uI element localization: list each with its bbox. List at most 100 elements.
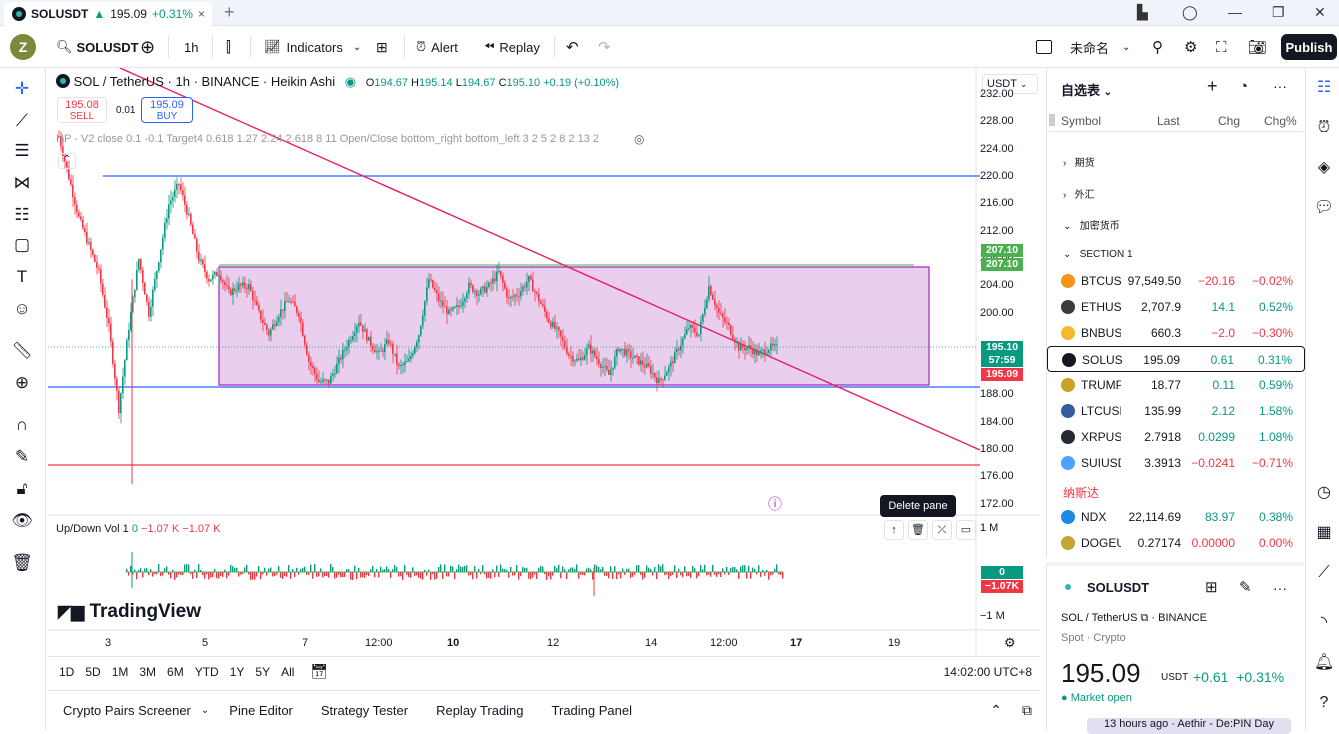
help-icon[interactable]: ? (1319, 694, 1329, 711)
chart-canvas[interactable] (48, 68, 1040, 656)
group-nasdaq[interactable]: 纳斯达 (1063, 486, 1100, 500)
watchlist-row[interactable]: DOGEUSDT 0.27174 0.00000 0.00% (1047, 530, 1305, 556)
watchlist-row[interactable]: BTCUSDT 97,549.50 −20.16 −0.02% (1047, 268, 1305, 294)
watchlist-row[interactable]: ETHUSDT 2,707.9 14.1 0.52% (1047, 294, 1305, 320)
group-forex[interactable]: › 外汇 (1063, 190, 1095, 201)
sell-button[interactable]: 195.08 SELL (57, 97, 107, 123)
lock-icon[interactable]: 🔓︎ (16, 479, 28, 498)
chart-type-icon[interactable]: ⫿ (226, 38, 231, 56)
patterns-icon[interactable]: ⋈ (13, 173, 31, 192)
col-symbol[interactable]: Symbol (1061, 114, 1102, 128)
settings-icon[interactable]: ⚙︎ (1184, 39, 1198, 56)
chart-pane[interactable]: SOL / TetherUS · 1h · BINANCE · Heikin A… (48, 68, 1040, 656)
hide-indicator-icon[interactable]: ◎ (634, 132, 645, 146)
close-tab-icon[interactable]: × (197, 7, 205, 21)
section-1[interactable]: ⌄ SECTION 1 (1063, 249, 1133, 260)
minimize-icon[interactable]: — (1228, 4, 1242, 20)
indicators-button[interactable]: 📈︎ Indicators ⌄ (264, 26, 361, 68)
tf-5d[interactable]: 5D (85, 664, 101, 679)
alerts-clock-icon[interactable]: ⏰︎ (1317, 119, 1331, 136)
watchlist-row[interactable]: NDX 22,114.69 83.97 0.38% (1047, 504, 1305, 530)
maximize-pane-icon[interactable]: ▭ (956, 520, 976, 540)
account-icon[interactable]: ◯ (1182, 4, 1198, 20)
advanced-view-icon[interactable]: ◔ (1239, 78, 1249, 95)
projection-icon[interactable]: ☷ (14, 205, 30, 224)
emoji-icon[interactable]: ☺ (13, 299, 31, 318)
streams-icon[interactable]: ◝ (1320, 614, 1328, 631)
notifications-icon[interactable]: 🔔︎ (1313, 654, 1335, 671)
calendar-icon[interactable]: ▦ (1316, 524, 1332, 541)
currency-select[interactable]: USDT ⌄ (982, 74, 1038, 94)
watchlist-row[interactable]: SOLUSDT 195.09 0.61 0.31% (1047, 346, 1305, 372)
tab-crypto-screener[interactable]: Crypto Pairs Screener (63, 703, 191, 718)
ruler-icon[interactable]: 📏︎ (11, 341, 33, 360)
undo-icon[interactable]: ↶ (566, 39, 579, 56)
chevron-up-icon[interactable]: ⌃ (990, 702, 1002, 718)
quick-search-icon[interactable]: ⚲ (1152, 39, 1163, 56)
restore-icon[interactable]: ❐ (1272, 4, 1285, 20)
chevron-down-icon[interactable]: ⌄ (200, 705, 210, 716)
tf-6m[interactable]: 6M (167, 664, 184, 679)
text-icon[interactable]: T (16, 267, 28, 286)
collapse-legend-icon[interactable]: ⌃ (58, 153, 76, 169)
watchlist-row[interactable]: BNBUSDT 660.3 −2.0 −0.30% (1047, 320, 1305, 346)
details-symbol[interactable]: SOLUSDT (1087, 580, 1150, 595)
volume-legend[interactable]: Up/Down Vol 1 0 −1.07 K −1.07 K (56, 523, 221, 535)
legend-title[interactable]: SOL / TetherUS · 1h · BINANCE · Heikin A… (73, 74, 336, 89)
clock[interactable]: 14:02:00 UTC+8 (943, 664, 1032, 679)
collapse-pane-icon[interactable]: ⤫ (932, 520, 952, 540)
chat-icon[interactable]: 💬︎ (1313, 199, 1335, 216)
grid-icon[interactable]: ⊞ (1205, 579, 1218, 596)
layout-checkbox[interactable] (1036, 26, 1052, 68)
buy-button[interactable]: 195.09 BUY (141, 97, 193, 123)
group-crypto[interactable]: ⌄ 加密货币 (1063, 221, 1120, 232)
col-last[interactable]: Last (1157, 114, 1180, 128)
tradingview-branding[interactable]: ◤▆ TradingView (58, 601, 202, 622)
group-futures[interactable]: › 期货 (1063, 158, 1095, 169)
symbol-search[interactable]: 🔍︎ SOLUSDT (56, 26, 139, 68)
watchlist-row[interactable]: TRUMP 18.77 0.11 0.59% (1047, 372, 1305, 398)
watchlist-title[interactable]: 自选表 ⌄ (1061, 83, 1113, 98)
trend-line-icon[interactable]: ⟋ (16, 111, 28, 130)
replay-button[interactable]: ⏪︎ Replay (484, 26, 540, 68)
templates-icon[interactable]: ⊞ (376, 38, 388, 55)
browser-tab[interactable]: SOLUSDT ▲ 195.09 +0.31% × (4, 2, 212, 26)
layout-chevron-icon[interactable]: ⌄ (1122, 41, 1131, 53)
watchlist-icon[interactable]: ☷ (1316, 79, 1332, 96)
goto-date-icon[interactable]: 📅︎ (310, 663, 329, 679)
tab-strategy-tester[interactable]: Strategy Tester (320, 703, 409, 718)
add-symbol-icon[interactable]: + (1207, 76, 1218, 96)
delete-pane-icon[interactable]: 🗑︎ (908, 520, 928, 540)
close-window-icon[interactable]: ✕ (1314, 4, 1326, 20)
more-icon[interactable]: ··· (1273, 580, 1287, 596)
publish-button[interactable]: Publish (1281, 34, 1337, 60)
col-chg[interactable]: Chg (1218, 114, 1241, 128)
tf-all[interactable]: All (281, 664, 295, 679)
tab-replay-trading[interactable]: Replay Trading (436, 703, 524, 718)
tf-5y[interactable]: 5Y (255, 664, 271, 679)
tf-1d[interactable]: 1D (59, 664, 75, 679)
zoom-in-icon[interactable]: ⊕ (14, 373, 30, 392)
magnet-icon[interactable]: ∩ (15, 415, 29, 434)
fullscreen-icon[interactable]: ⛶ (1216, 38, 1227, 56)
watchlist-row[interactable]: SUIUSDT 3.3913 −0.0241 −0.71% (1047, 450, 1305, 476)
speedometer-icon[interactable]: ◷ (1317, 484, 1331, 501)
new-tab-icon[interactable]: + (224, 2, 235, 22)
fib-icon[interactable]: ☰ (14, 141, 30, 160)
watchlist-row[interactable]: XRPUSDT 2.7918 0.0299 1.08% (1047, 424, 1305, 450)
edit-icon[interactable]: ✎ (1239, 579, 1252, 596)
eye-icon[interactable]: 👁︎ (11, 511, 33, 530)
alert-button[interactable]: ⏰︎ Alert (416, 26, 458, 68)
watchlist-row[interactable]: LTCUSDT 135.99 2.12 1.58% (1047, 398, 1305, 424)
col-pct[interactable]: Chg% (1264, 114, 1297, 128)
tf-3m[interactable]: 3M (139, 664, 157, 679)
tf-ytd[interactable]: YTD (194, 664, 219, 679)
news-item[interactable]: 13 hours ago · Aethir - De:PIN Day (1087, 718, 1291, 734)
tf-1y[interactable]: 1Y (229, 664, 245, 679)
avatar[interactable]: Z (10, 34, 36, 60)
lightning-icon[interactable]: ⓘ (768, 496, 782, 512)
redo-icon[interactable]: ↷ (598, 39, 611, 56)
layout-name[interactable]: 未命名 (1070, 40, 1110, 56)
compare-add-icon[interactable]: ⊕ (140, 36, 156, 57)
maximize-panel-icon[interactable]: ⧉ (1022, 702, 1032, 718)
